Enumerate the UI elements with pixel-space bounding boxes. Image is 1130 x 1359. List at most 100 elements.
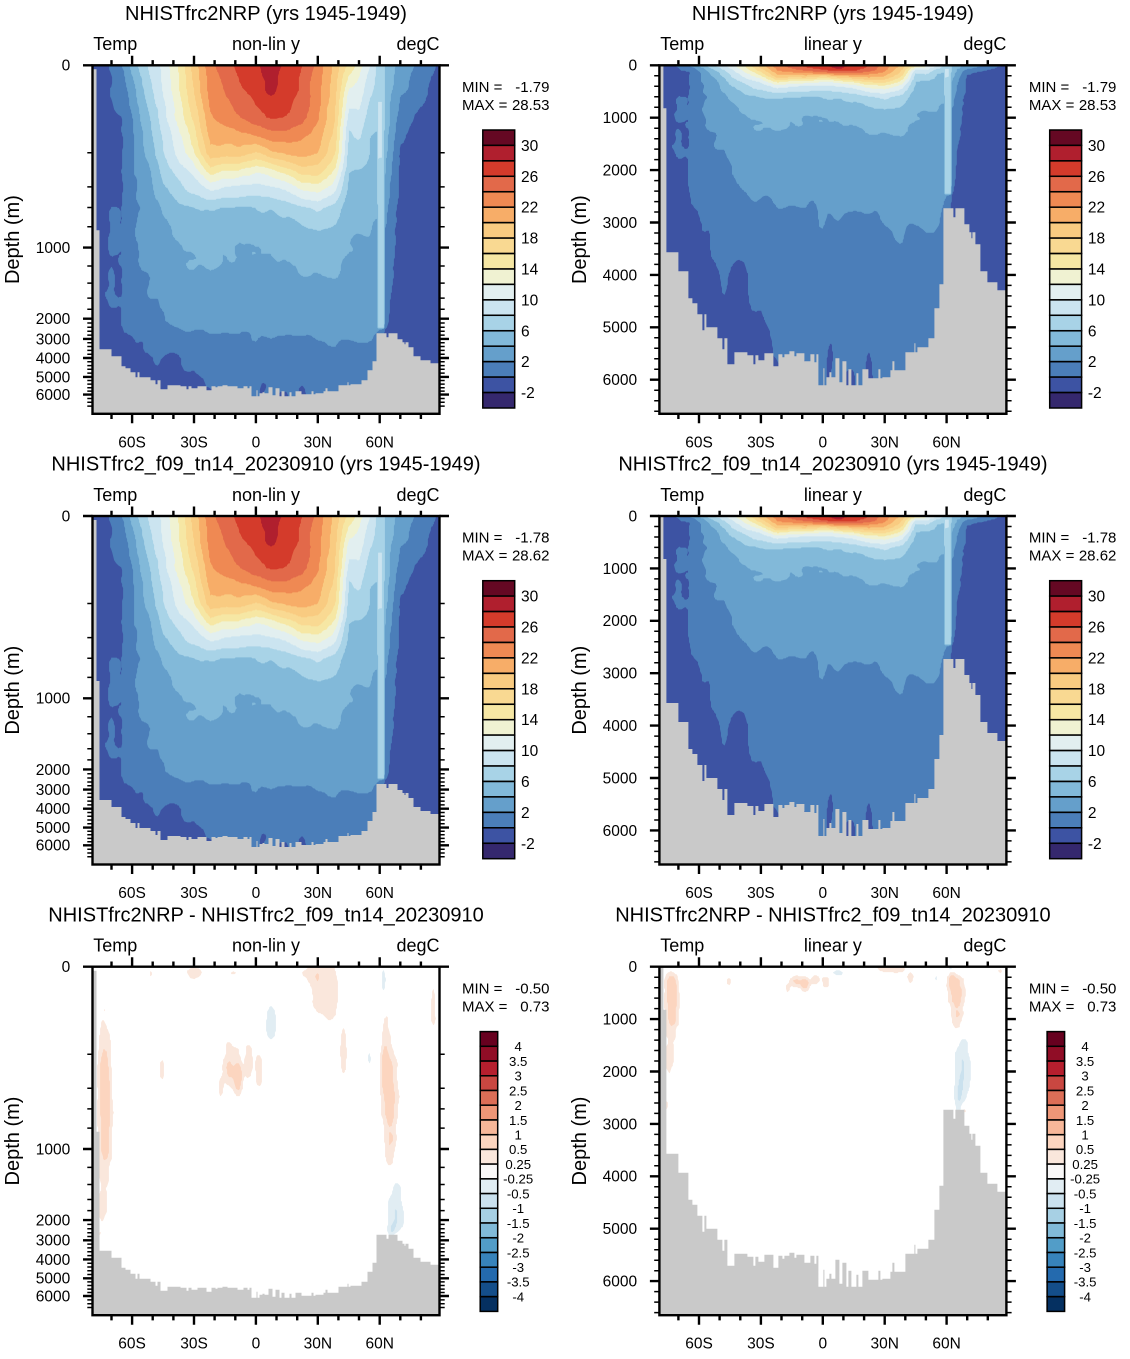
svg-text:degC: degC	[396, 485, 439, 505]
svg-text:2.5: 2.5	[509, 1083, 527, 1098]
svg-text:0: 0	[818, 434, 827, 451]
svg-text:MAX =: MAX =	[1029, 998, 1075, 1015]
svg-text:-0.25: -0.25	[1070, 1172, 1100, 1187]
svg-text:30S: 30S	[180, 434, 208, 451]
svg-text:MAX =: MAX =	[462, 998, 508, 1015]
svg-text:5000: 5000	[603, 770, 638, 787]
svg-text:14: 14	[521, 712, 539, 729]
svg-text:6000: 6000	[36, 1288, 71, 1305]
svg-text:Temp: Temp	[660, 485, 704, 505]
svg-text:0: 0	[62, 959, 71, 976]
svg-text:Depth (m): Depth (m)	[2, 646, 24, 735]
svg-text:30N: 30N	[870, 885, 898, 902]
svg-text:4000: 4000	[603, 718, 638, 735]
svg-text:-1.78: -1.78	[515, 530, 549, 547]
svg-text:-1: -1	[512, 1201, 524, 1216]
svg-text:2000: 2000	[36, 762, 71, 779]
svg-text:0: 0	[252, 434, 261, 451]
svg-text:4000: 4000	[36, 350, 71, 367]
svg-text:non-lin y: non-lin y	[232, 485, 300, 505]
svg-text:60S: 60S	[685, 434, 713, 451]
svg-text:60N: 60N	[932, 434, 960, 451]
svg-text:Temp: Temp	[93, 485, 137, 505]
svg-text:Depth (m): Depth (m)	[569, 646, 591, 735]
svg-text:-2: -2	[521, 385, 535, 402]
svg-text:-0.5: -0.5	[1074, 1186, 1097, 1201]
svg-text:60S: 60S	[685, 885, 713, 902]
svg-text:MAX =: MAX =	[462, 548, 508, 565]
svg-text:-2: -2	[521, 836, 535, 853]
svg-text:2: 2	[1088, 805, 1097, 822]
svg-text:-1.79: -1.79	[515, 79, 549, 96]
svg-text:-1.5: -1.5	[507, 1216, 530, 1231]
svg-text:30S: 30S	[180, 1336, 208, 1353]
svg-text:MIN =: MIN =	[1029, 530, 1070, 547]
svg-text:linear y: linear y	[804, 34, 862, 54]
svg-text:Depth (m): Depth (m)	[569, 195, 591, 284]
svg-text:-2: -2	[1088, 836, 1102, 853]
svg-text:-2.5: -2.5	[1074, 1245, 1097, 1260]
svg-text:-3: -3	[512, 1260, 524, 1275]
svg-text:60N: 60N	[365, 1336, 393, 1353]
svg-text:-3.5: -3.5	[507, 1275, 530, 1290]
svg-text:-1.79: -1.79	[1082, 79, 1116, 96]
svg-text:-2: -2	[512, 1231, 524, 1246]
svg-text:6000: 6000	[36, 387, 71, 404]
svg-text:2000: 2000	[603, 1064, 638, 1081]
svg-text:0: 0	[252, 885, 261, 902]
svg-text:NHISTfrc2NRP (yrs 1945-1949): NHISTfrc2NRP (yrs 1945-1949)	[125, 3, 407, 25]
svg-text:0: 0	[252, 1336, 261, 1353]
svg-text:NHISTfrc2NRP - NHISTfrc2_f09_t: NHISTfrc2NRP - NHISTfrc2_f09_tn14_202309…	[615, 904, 1050, 926]
svg-text:5000: 5000	[603, 1221, 638, 1238]
svg-text:2: 2	[1088, 354, 1097, 371]
svg-text:5000: 5000	[603, 320, 638, 337]
svg-text:-2.5: -2.5	[507, 1245, 530, 1260]
svg-text:22: 22	[521, 200, 538, 217]
svg-text:0: 0	[628, 508, 637, 525]
svg-text:-4: -4	[512, 1290, 524, 1305]
svg-text:0.25: 0.25	[505, 1157, 531, 1172]
svg-text:-1: -1	[1079, 1201, 1091, 1216]
svg-text:2000: 2000	[603, 613, 638, 630]
svg-text:MAX =: MAX =	[1029, 548, 1075, 565]
svg-text:5000: 5000	[36, 1271, 71, 1288]
svg-text:3000: 3000	[36, 1233, 71, 1250]
svg-text:degC: degC	[963, 485, 1006, 505]
svg-text:0: 0	[62, 508, 71, 525]
svg-text:3000: 3000	[36, 331, 71, 348]
svg-text:5000: 5000	[36, 820, 71, 837]
svg-text:linear y: linear y	[804, 936, 862, 956]
svg-text:30: 30	[521, 138, 539, 155]
svg-text:2: 2	[521, 354, 530, 371]
svg-text:14: 14	[1088, 262, 1106, 279]
svg-text:30: 30	[1088, 138, 1106, 155]
svg-text:60S: 60S	[685, 1336, 713, 1353]
svg-text:4000: 4000	[603, 1169, 638, 1186]
svg-text:1000: 1000	[36, 240, 71, 257]
svg-text:non-lin y: non-lin y	[232, 936, 300, 956]
svg-text:18: 18	[521, 681, 538, 698]
svg-text:6: 6	[521, 323, 530, 340]
svg-text:NHISTfrc2_f09_tn14_20230910 (y: NHISTfrc2_f09_tn14_20230910 (yrs 1945-19…	[51, 454, 480, 476]
svg-text:2: 2	[1081, 1098, 1088, 1113]
svg-text:Temp: Temp	[660, 34, 704, 54]
svg-text:Depth (m): Depth (m)	[2, 195, 24, 284]
svg-text:18: 18	[1088, 681, 1105, 698]
svg-text:6000: 6000	[603, 823, 638, 840]
svg-text:30S: 30S	[747, 1336, 775, 1353]
svg-text:26: 26	[1088, 169, 1105, 186]
svg-text:0: 0	[818, 885, 827, 902]
svg-text:-4: -4	[1079, 1290, 1091, 1305]
svg-text:60N: 60N	[365, 434, 393, 451]
svg-text:5000: 5000	[36, 369, 71, 386]
svg-text:NHISTfrc2_f09_tn14_20230910 (y: NHISTfrc2_f09_tn14_20230910 (yrs 1945-19…	[618, 454, 1047, 476]
svg-text:0.73: 0.73	[520, 998, 549, 1015]
svg-text:22: 22	[521, 650, 538, 667]
svg-text:6000: 6000	[603, 372, 638, 389]
svg-text:non-lin y: non-lin y	[232, 34, 300, 54]
svg-text:0.5: 0.5	[509, 1142, 527, 1157]
svg-text:26: 26	[1088, 620, 1105, 637]
svg-text:26: 26	[521, 169, 538, 186]
svg-text:1000: 1000	[36, 1141, 71, 1158]
svg-text:MIN =: MIN =	[462, 980, 503, 997]
